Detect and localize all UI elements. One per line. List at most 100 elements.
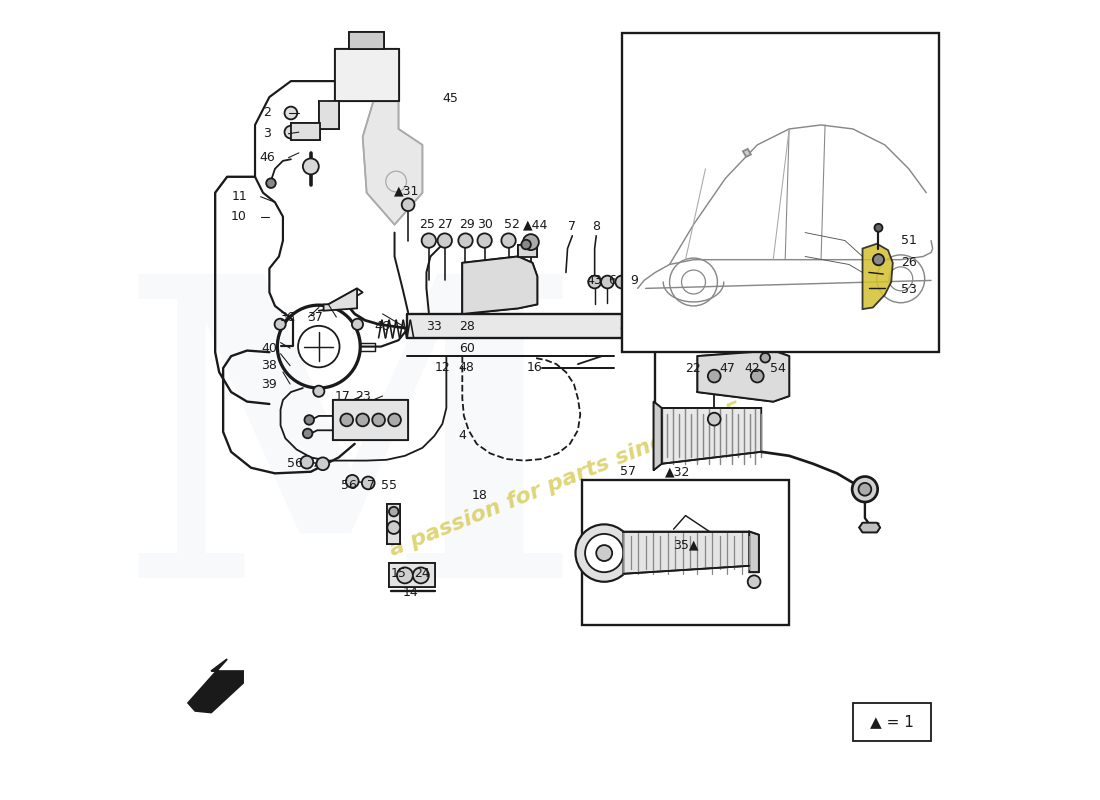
Text: 8: 8 xyxy=(592,220,601,233)
Circle shape xyxy=(748,575,760,588)
Text: 56: 56 xyxy=(287,458,303,470)
Text: 33: 33 xyxy=(427,320,442,333)
Polygon shape xyxy=(188,659,243,713)
Circle shape xyxy=(575,524,632,582)
Text: 26: 26 xyxy=(901,256,916,270)
Circle shape xyxy=(708,413,720,426)
Circle shape xyxy=(397,567,412,583)
Circle shape xyxy=(852,477,878,502)
Polygon shape xyxy=(407,314,622,338)
Text: 39: 39 xyxy=(262,378,277,390)
Circle shape xyxy=(302,158,319,174)
Circle shape xyxy=(873,254,884,266)
Text: ▲31: ▲31 xyxy=(394,185,419,198)
Circle shape xyxy=(596,545,613,561)
Text: 10: 10 xyxy=(231,210,248,223)
Text: 52: 52 xyxy=(504,218,519,231)
Text: 42: 42 xyxy=(745,362,760,374)
Polygon shape xyxy=(624,531,749,574)
Circle shape xyxy=(756,348,774,367)
Polygon shape xyxy=(323,288,358,310)
Circle shape xyxy=(389,507,398,516)
Text: M: M xyxy=(120,262,581,666)
Text: ▲32: ▲32 xyxy=(664,466,690,478)
Text: 51: 51 xyxy=(901,234,916,247)
Polygon shape xyxy=(333,400,408,440)
Text: 55: 55 xyxy=(381,479,397,492)
Circle shape xyxy=(388,414,400,426)
Circle shape xyxy=(858,483,871,496)
Polygon shape xyxy=(387,504,400,543)
Polygon shape xyxy=(697,350,789,402)
Bar xyxy=(582,480,789,625)
Polygon shape xyxy=(518,245,537,257)
Text: 35▲: 35▲ xyxy=(673,538,698,551)
Text: 57: 57 xyxy=(620,466,636,478)
Polygon shape xyxy=(862,244,893,309)
Polygon shape xyxy=(742,149,751,157)
Text: 48: 48 xyxy=(459,361,474,374)
Polygon shape xyxy=(749,531,759,572)
Text: 7: 7 xyxy=(312,458,320,470)
Text: 6: 6 xyxy=(608,274,616,287)
Text: 53: 53 xyxy=(901,283,916,297)
Text: 22: 22 xyxy=(685,362,702,374)
Circle shape xyxy=(302,429,312,438)
Circle shape xyxy=(317,458,329,470)
Circle shape xyxy=(708,370,720,382)
Circle shape xyxy=(760,353,770,362)
Circle shape xyxy=(874,224,882,232)
Circle shape xyxy=(340,414,353,426)
Text: 27: 27 xyxy=(437,218,453,231)
Circle shape xyxy=(421,234,436,248)
Text: 17: 17 xyxy=(334,390,351,402)
Text: a passion for parts since 1985: a passion for parts since 1985 xyxy=(387,399,745,560)
Circle shape xyxy=(285,126,297,138)
Text: 60: 60 xyxy=(459,342,475,354)
Text: 46: 46 xyxy=(260,151,275,164)
Text: 12: 12 xyxy=(434,361,450,374)
Polygon shape xyxy=(389,563,436,587)
Text: 3: 3 xyxy=(263,127,271,140)
Text: 37: 37 xyxy=(307,310,322,323)
Polygon shape xyxy=(349,32,384,50)
Circle shape xyxy=(345,475,359,488)
Polygon shape xyxy=(661,408,761,464)
Text: 14: 14 xyxy=(403,586,418,599)
Text: 38: 38 xyxy=(262,359,277,372)
Text: 23: 23 xyxy=(355,390,371,402)
Circle shape xyxy=(266,178,276,188)
Bar xyxy=(621,34,939,352)
Text: ▲ = 1: ▲ = 1 xyxy=(870,714,914,730)
Polygon shape xyxy=(290,122,320,140)
Circle shape xyxy=(387,521,400,534)
Text: 4: 4 xyxy=(459,430,466,442)
Text: 43: 43 xyxy=(586,274,603,287)
Text: 7: 7 xyxy=(569,220,576,233)
Circle shape xyxy=(300,456,313,469)
Circle shape xyxy=(601,276,614,288)
Polygon shape xyxy=(653,402,661,470)
Circle shape xyxy=(585,534,624,572)
Text: 29: 29 xyxy=(459,218,475,231)
Polygon shape xyxy=(363,97,422,225)
Circle shape xyxy=(502,234,516,248)
Text: 54: 54 xyxy=(770,362,785,374)
Circle shape xyxy=(588,276,601,288)
Circle shape xyxy=(477,234,492,248)
Circle shape xyxy=(356,414,369,426)
Polygon shape xyxy=(334,50,398,101)
Circle shape xyxy=(352,318,363,330)
Circle shape xyxy=(615,276,628,288)
Text: 56: 56 xyxy=(341,479,358,492)
Polygon shape xyxy=(624,320,682,339)
Text: 16: 16 xyxy=(526,361,542,374)
Text: 7: 7 xyxy=(366,479,375,492)
Polygon shape xyxy=(859,522,880,532)
Text: 15: 15 xyxy=(390,567,407,580)
Text: 2: 2 xyxy=(263,106,271,119)
Circle shape xyxy=(438,234,452,248)
Circle shape xyxy=(751,370,763,382)
Text: 40: 40 xyxy=(262,342,277,354)
Circle shape xyxy=(285,106,297,119)
